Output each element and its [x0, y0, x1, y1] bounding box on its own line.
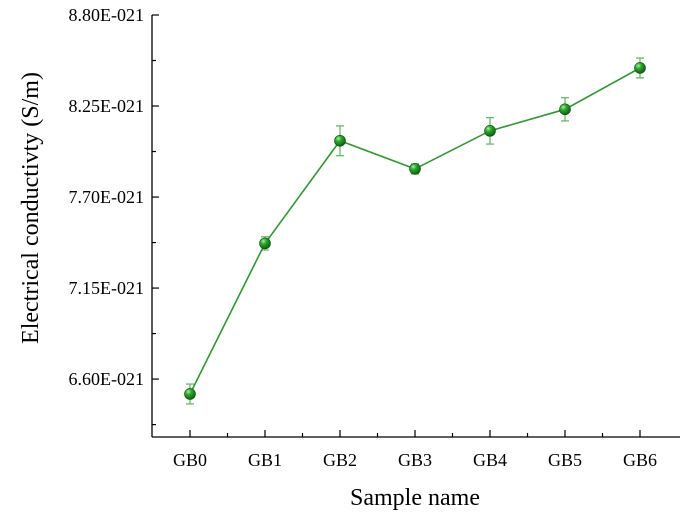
x-tick-label: GB5 — [548, 450, 582, 470]
data-point — [559, 103, 571, 116]
y-tick-label: 6.60E-021 — [69, 369, 145, 389]
x-tick-label: GB3 — [398, 450, 432, 470]
y-ticks: 6.60E-021 7.15E-021 7.70E-021 8.25E-021 8.80… — [69, 5, 159, 426]
y-tick-label: 8.25E-021 — [69, 96, 145, 116]
x-tick-label: GB0 — [173, 450, 207, 470]
data-point — [409, 163, 421, 175]
x-tick-label: GB4 — [473, 450, 507, 470]
y-tick-label: 8.80E-021 — [69, 5, 145, 25]
data-point — [184, 388, 196, 400]
data-point — [334, 134, 346, 147]
x-tick-label: GB6 — [623, 450, 657, 470]
y-tick-label: 7.70E-021 — [69, 187, 145, 207]
data-point — [634, 62, 646, 74]
data-point — [259, 237, 271, 250]
x-axis-title: Sample name — [350, 485, 480, 511]
x-ticks: GB0 GB1 GB2 GB3 GB4 GB5 GB6 — [173, 430, 657, 470]
data-points — [184, 62, 646, 400]
data-point — [484, 125, 496, 137]
y-axis-title: Electrical conductivty (S/m) — [18, 72, 44, 344]
x-tick-label: GB2 — [323, 450, 357, 470]
x-tick-label: GB1 — [248, 450, 282, 470]
y-tick-label: 7.15E-021 — [69, 278, 145, 298]
error-bars — [186, 57, 644, 405]
series-line — [189, 67, 641, 395]
